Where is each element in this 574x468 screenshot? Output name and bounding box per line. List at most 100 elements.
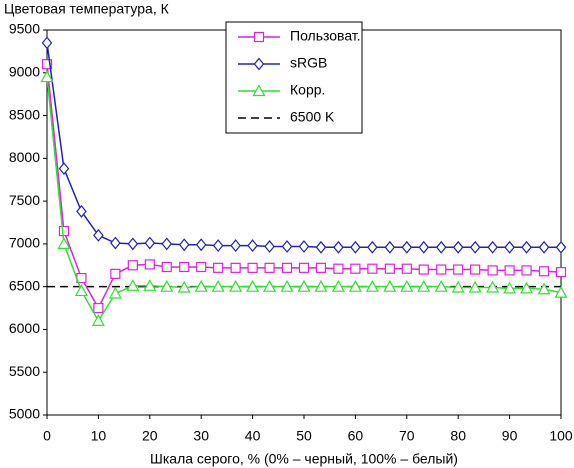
point — [521, 265, 532, 276]
point — [434, 279, 448, 292]
point — [333, 263, 344, 274]
point — [178, 238, 190, 252]
point — [401, 263, 412, 274]
x-axis-label: Шкала серого, % (0% – черный, 100% – бел… — [150, 451, 458, 467]
point — [143, 279, 157, 291]
y-tick-label: 9500 — [9, 21, 40, 37]
legend-label: Корр. — [290, 82, 325, 98]
x-tick-label: 40 — [245, 428, 261, 444]
y-tick-label: 6500 — [9, 277, 40, 293]
point — [41, 36, 53, 50]
point — [367, 240, 378, 254]
point — [194, 279, 208, 292]
point — [177, 280, 191, 293]
point — [554, 285, 568, 298]
point — [246, 279, 260, 292]
point — [41, 59, 53, 70]
point — [367, 263, 378, 274]
point — [537, 282, 551, 295]
point — [331, 279, 345, 292]
point — [127, 237, 139, 251]
point — [58, 162, 70, 176]
point — [298, 262, 310, 273]
point — [365, 279, 379, 292]
point — [76, 204, 87, 218]
point — [504, 240, 515, 254]
point — [350, 240, 361, 254]
point — [161, 261, 172, 273]
point — [384, 263, 395, 274]
point — [314, 279, 328, 292]
point — [74, 284, 88, 297]
point — [538, 266, 550, 277]
y-tick-label: 8000 — [9, 149, 40, 165]
point — [229, 279, 243, 292]
point — [487, 240, 498, 254]
legend-marker — [252, 84, 266, 97]
point — [58, 225, 70, 237]
y-tick-label: 5500 — [9, 363, 40, 379]
point — [144, 259, 155, 270]
point — [93, 302, 104, 314]
y-tick-label: 8500 — [9, 106, 40, 122]
point — [486, 280, 500, 293]
point — [264, 262, 275, 273]
x-tick-label: 20 — [142, 428, 158, 444]
point — [93, 228, 104, 242]
point — [297, 279, 311, 292]
x-tick-label: 60 — [348, 428, 364, 444]
point — [384, 240, 396, 254]
point — [469, 240, 481, 254]
point — [315, 262, 327, 273]
point — [468, 280, 482, 293]
point — [263, 279, 277, 292]
point — [247, 262, 258, 273]
point — [281, 240, 293, 253]
point — [470, 264, 481, 275]
legend-marker — [253, 57, 265, 71]
point — [452, 240, 464, 254]
chart-title: Цветовая температура, К — [4, 1, 170, 17]
point — [521, 240, 532, 254]
point — [127, 260, 138, 271]
point — [110, 236, 121, 250]
point — [161, 237, 173, 251]
point — [91, 314, 105, 326]
point — [230, 239, 241, 253]
point — [213, 262, 224, 273]
point — [400, 279, 414, 292]
point — [538, 240, 550, 254]
point — [212, 239, 224, 253]
y-tick-label: 5000 — [9, 406, 40, 422]
y-tick-label: 7000 — [9, 235, 40, 251]
point — [503, 281, 517, 294]
point — [108, 286, 122, 299]
y-tick-label: 6000 — [9, 320, 40, 336]
point — [401, 240, 413, 254]
point — [315, 240, 327, 254]
point — [487, 265, 498, 276]
point — [40, 70, 54, 83]
point — [110, 268, 121, 279]
point — [350, 263, 361, 274]
point — [348, 279, 362, 292]
point — [280, 279, 294, 292]
point — [211, 279, 225, 292]
point — [264, 240, 275, 253]
legend-box — [225, 21, 363, 134]
point — [57, 237, 71, 249]
y-tick-label: 9000 — [9, 63, 40, 79]
x-tick-label: 10 — [91, 428, 107, 444]
point — [383, 279, 397, 292]
point — [281, 262, 293, 273]
x-tick-label: 50 — [296, 428, 312, 444]
point — [555, 267, 567, 278]
point — [435, 240, 447, 254]
x-tick-label: 90 — [502, 428, 518, 444]
point — [247, 239, 258, 253]
x-tick-label: 30 — [193, 428, 209, 444]
legend-label: sRGB — [290, 55, 327, 71]
point — [436, 264, 447, 275]
point — [333, 240, 344, 254]
